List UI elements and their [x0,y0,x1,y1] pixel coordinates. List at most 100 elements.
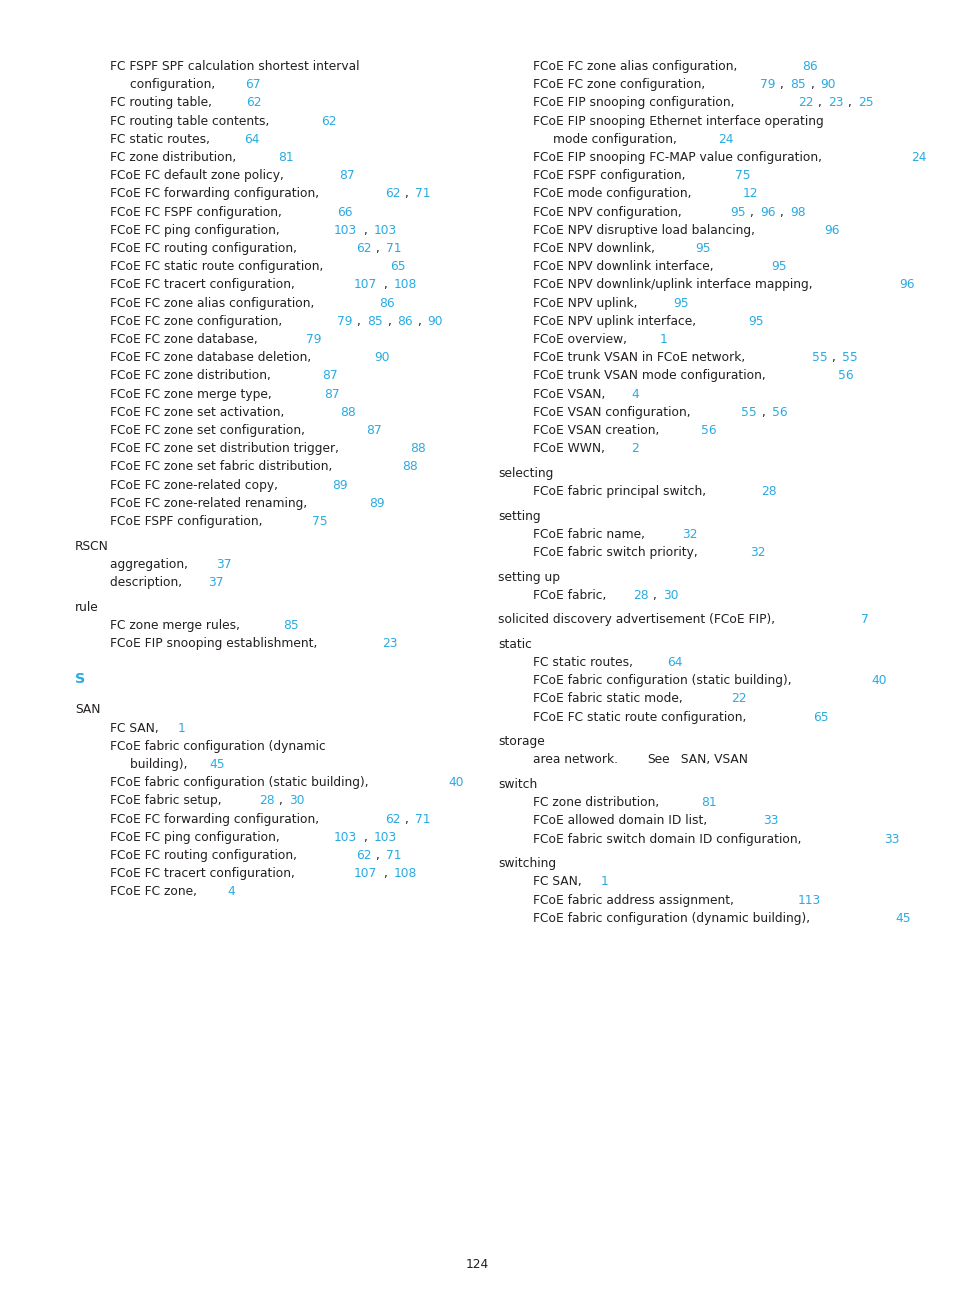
Text: 103: 103 [334,831,357,844]
Text: FCoE mode configuration,: FCoE mode configuration, [533,188,695,201]
Text: FC routing table,: FC routing table, [110,96,215,109]
Text: ,: , [375,242,384,255]
Text: 79: 79 [337,315,353,328]
Text: FCoE FC zone configuration,: FCoE FC zone configuration, [533,78,708,91]
Text: FCoE fabric switch domain ID configuration,: FCoE fabric switch domain ID configurati… [533,832,804,845]
Text: 85: 85 [282,618,298,631]
Text: FCoE FC zone alias configuration,: FCoE FC zone alias configuration, [110,297,318,310]
Text: area network.: area network. [533,753,621,766]
Text: 95: 95 [770,260,786,273]
Text: ,: , [749,206,757,219]
Text: 81: 81 [700,796,716,809]
Text: 28: 28 [259,794,274,807]
Text: FCoE FC zone database deletion,: FCoE FC zone database deletion, [110,351,314,364]
Text: 33: 33 [762,814,778,827]
Text: FCoE FC zone set activation,: FCoE FC zone set activation, [110,406,288,419]
Text: 87: 87 [323,388,339,400]
Text: 90: 90 [427,315,443,328]
Text: static: static [497,638,532,651]
Text: FCoE VSAN,: FCoE VSAN, [533,388,609,400]
Text: FCoE FC ping configuration,: FCoE FC ping configuration, [110,224,283,237]
Text: FCoE NPV downlink interface,: FCoE NPV downlink interface, [533,260,717,273]
Text: 95: 95 [729,206,745,219]
Text: configuration,: configuration, [130,78,219,91]
Text: FC static routes,: FC static routes, [110,132,213,146]
Text: ,: , [404,813,412,826]
Text: 24: 24 [910,152,925,165]
Text: 103: 103 [374,831,396,844]
Text: 65: 65 [390,260,406,273]
Text: selecting: selecting [497,467,553,480]
Text: FCoE FIP snooping Ethernet interface operating: FCoE FIP snooping Ethernet interface ope… [533,114,822,127]
Text: 55: 55 [740,406,757,419]
Text: 33: 33 [883,832,899,845]
Text: FC zone merge rules,: FC zone merge rules, [110,618,244,631]
Text: FCoE FC static route configuration,: FCoE FC static route configuration, [110,260,327,273]
Text: 66: 66 [336,206,352,219]
Text: FCoE FC zone set configuration,: FCoE FC zone set configuration, [110,424,309,437]
Text: 45: 45 [209,758,225,771]
Text: 1: 1 [659,333,666,346]
Text: rule: rule [75,600,99,613]
Text: FCoE FC forwarding configuration,: FCoE FC forwarding configuration, [110,188,323,201]
Text: 85: 85 [789,78,805,91]
Text: FCoE FSPF configuration,: FCoE FSPF configuration, [533,170,689,183]
Text: FCoE NPV uplink interface,: FCoE NPV uplink interface, [533,315,700,328]
Text: S: S [75,671,85,686]
Text: FCoE FIP snooping FC-MAP value configuration,: FCoE FIP snooping FC-MAP value configura… [533,152,825,165]
Text: switching: switching [497,857,556,870]
Text: 12: 12 [741,188,758,201]
Text: 103: 103 [374,224,396,237]
Text: solicited discovery advertisement (FCoE FIP),: solicited discovery advertisement (FCoE … [497,613,779,626]
Text: FCoE NPV downlink/uplink interface mapping,: FCoE NPV downlink/uplink interface mappi… [533,279,816,292]
Text: 95: 95 [695,242,710,255]
Text: 71: 71 [415,188,430,201]
Text: 71: 71 [386,849,401,862]
Text: FCoE fabric address assignment,: FCoE fabric address assignment, [533,893,737,907]
Text: FCoE FC zone distribution,: FCoE FC zone distribution, [110,369,274,382]
Text: 1: 1 [600,875,608,888]
Text: ,: , [652,588,659,601]
Text: 4: 4 [227,885,234,898]
Text: ,: , [810,78,818,91]
Text: ,: , [364,831,372,844]
Text: 62: 62 [355,849,372,862]
Text: FCoE FC zone-related renaming,: FCoE FC zone-related renaming, [110,496,311,509]
Text: ,: , [356,315,365,328]
Text: setting: setting [497,509,540,522]
Text: FCoE FC ping configuration,: FCoE FC ping configuration, [110,831,283,844]
Text: FCoE FC routing configuration,: FCoE FC routing configuration, [110,242,300,255]
Text: FCoE fabric configuration (dynamic building),: FCoE fabric configuration (dynamic build… [533,912,813,925]
Text: FCoE FC zone configuration,: FCoE FC zone configuration, [110,315,286,328]
Text: ,: , [387,315,395,328]
Text: 62: 62 [247,96,262,109]
Text: FCoE trunk VSAN in FCoE network,: FCoE trunk VSAN in FCoE network, [533,351,748,364]
Text: 90: 90 [375,351,390,364]
Text: 86: 86 [378,297,394,310]
Text: FCoE NPV downlink,: FCoE NPV downlink, [533,242,659,255]
Text: 62: 62 [384,813,400,826]
Text: 107: 107 [354,279,376,292]
Text: FCoE NPV uplink,: FCoE NPV uplink, [533,297,640,310]
Text: 7: 7 [860,613,867,626]
Text: 56: 56 [838,369,853,382]
Text: 90: 90 [820,78,835,91]
Text: 67: 67 [245,78,260,91]
Text: ,: , [780,78,787,91]
Text: FC SAN,: FC SAN, [533,875,585,888]
Text: ,: , [375,849,384,862]
Text: 75: 75 [734,170,750,183]
Text: ,: , [780,206,787,219]
Text: 96: 96 [823,224,839,237]
Text: 55: 55 [841,351,857,364]
Text: FCoE fabric principal switch,: FCoE fabric principal switch, [533,485,709,498]
Text: description,: description, [110,575,186,588]
Text: 87: 87 [366,424,382,437]
Text: FCoE FC zone,: FCoE FC zone, [110,885,201,898]
Text: FCoE FC default zone policy,: FCoE FC default zone policy, [110,170,288,183]
Text: FCoE VSAN creation,: FCoE VSAN creation, [533,424,662,437]
Text: 56: 56 [771,406,786,419]
Text: FCoE FC routing configuration,: FCoE FC routing configuration, [110,849,300,862]
Text: 37: 37 [215,557,231,570]
Text: 28: 28 [760,485,776,498]
